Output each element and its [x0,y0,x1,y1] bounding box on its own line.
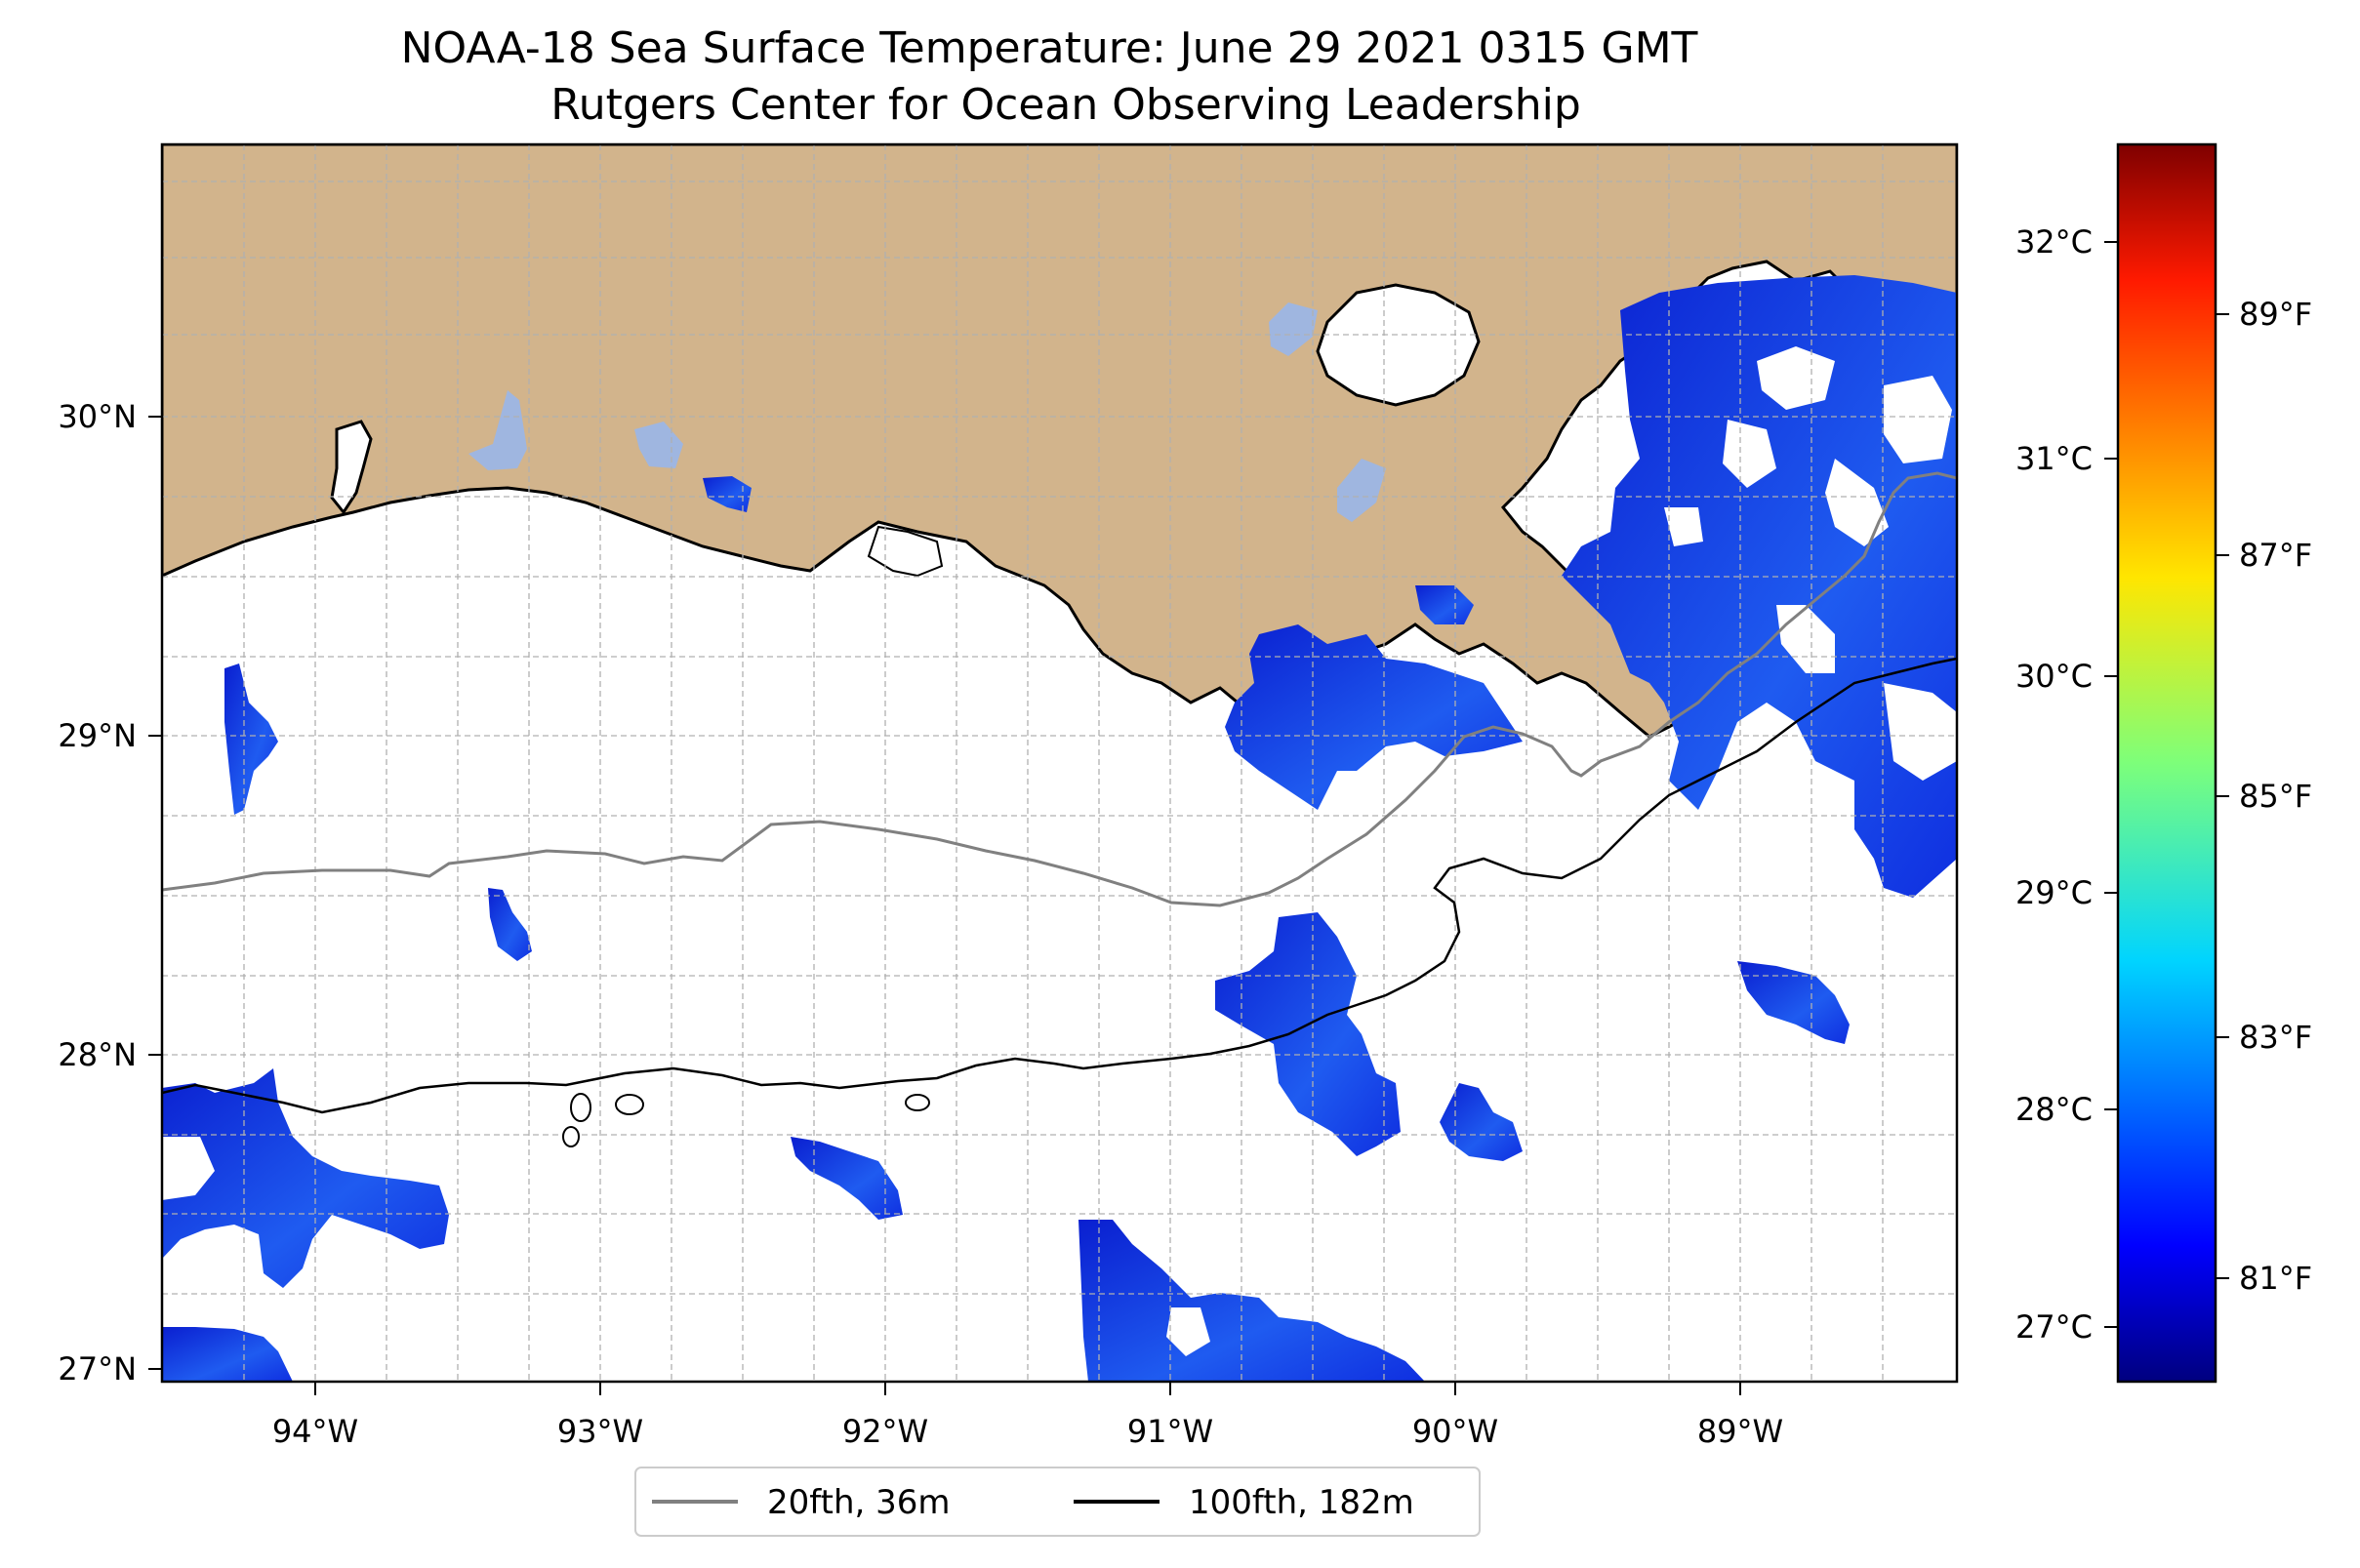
fahrenheit-tick-label: 85°F [2239,778,2312,815]
fahrenheit-tick-label: 81°F [2239,1260,2312,1297]
colorbar [2116,142,2218,1384]
lake-calcasieu [330,420,373,515]
celsius-tick-label: 30°C [2015,658,2093,695]
lat-tick-label: 28°N [58,1036,137,1073]
celsius-tick-label: 31°C [2015,440,2093,477]
map-area [162,144,1957,1382]
lake-lac-des-allemands [1337,459,1386,522]
celsius-tick-label: 29°C [2015,874,2093,911]
graticule [162,144,1957,1382]
title-line-1: NOAA-18 Sea Surface Temperature: June 29… [401,23,1698,73]
lon-tick-label: 94°W [272,1413,358,1450]
sst-coverage [162,275,1957,1382]
legend: 20fth, 36m 100fth, 182m [634,1467,1481,1537]
lake-west [468,390,527,470]
lon-tick-label: 91°W [1127,1413,1213,1450]
celsius-tick-label: 32°C [2015,223,2093,261]
cloud-gaps [162,346,1957,1356]
title-line-2: Rutgers Center for Ocean Observing Leade… [550,80,1581,130]
legend-label-20fth: 20fth, 36m [767,1483,951,1522]
lon-tick-label: 89°W [1697,1413,1783,1450]
isobath-100fth [162,657,1957,1114]
colorbar-fahrenheit-ticks [2216,313,2229,1279]
fahrenheit-tick-label: 89°F [2239,296,2312,333]
lon-tick-label: 93°W [557,1413,643,1450]
lon-axis [314,1382,1741,1395]
isobath-20fth [162,471,1957,907]
celsius-tick-label: 27°C [2015,1308,2093,1346]
fahrenheit-tick-label: 87°F [2239,537,2312,574]
lon-tick-label: 92°W [842,1413,928,1450]
celsius-tick-label: 28°C [2015,1091,2093,1128]
lat-tick-label: 27°N [58,1350,137,1387]
lake-vermilion [867,525,944,578]
lake-maurepas [1269,302,1318,356]
legend-box [634,1467,1481,1537]
fahrenheit-tick-label: 83°F [2239,1019,2312,1056]
colorbar-celsius-ticks [2104,241,2118,1328]
lat-tick-label: 29°N [58,717,137,754]
islands [562,1093,930,1147]
lat-tick-label: 30°N [58,398,137,435]
legend-label-100fth: 100fth, 182m [1189,1483,1414,1522]
map-frame [160,142,1959,1384]
lon-tick-label: 90°W [1412,1413,1498,1450]
lat-axis [148,416,162,1370]
lake-pontchartrain [1316,283,1481,407]
